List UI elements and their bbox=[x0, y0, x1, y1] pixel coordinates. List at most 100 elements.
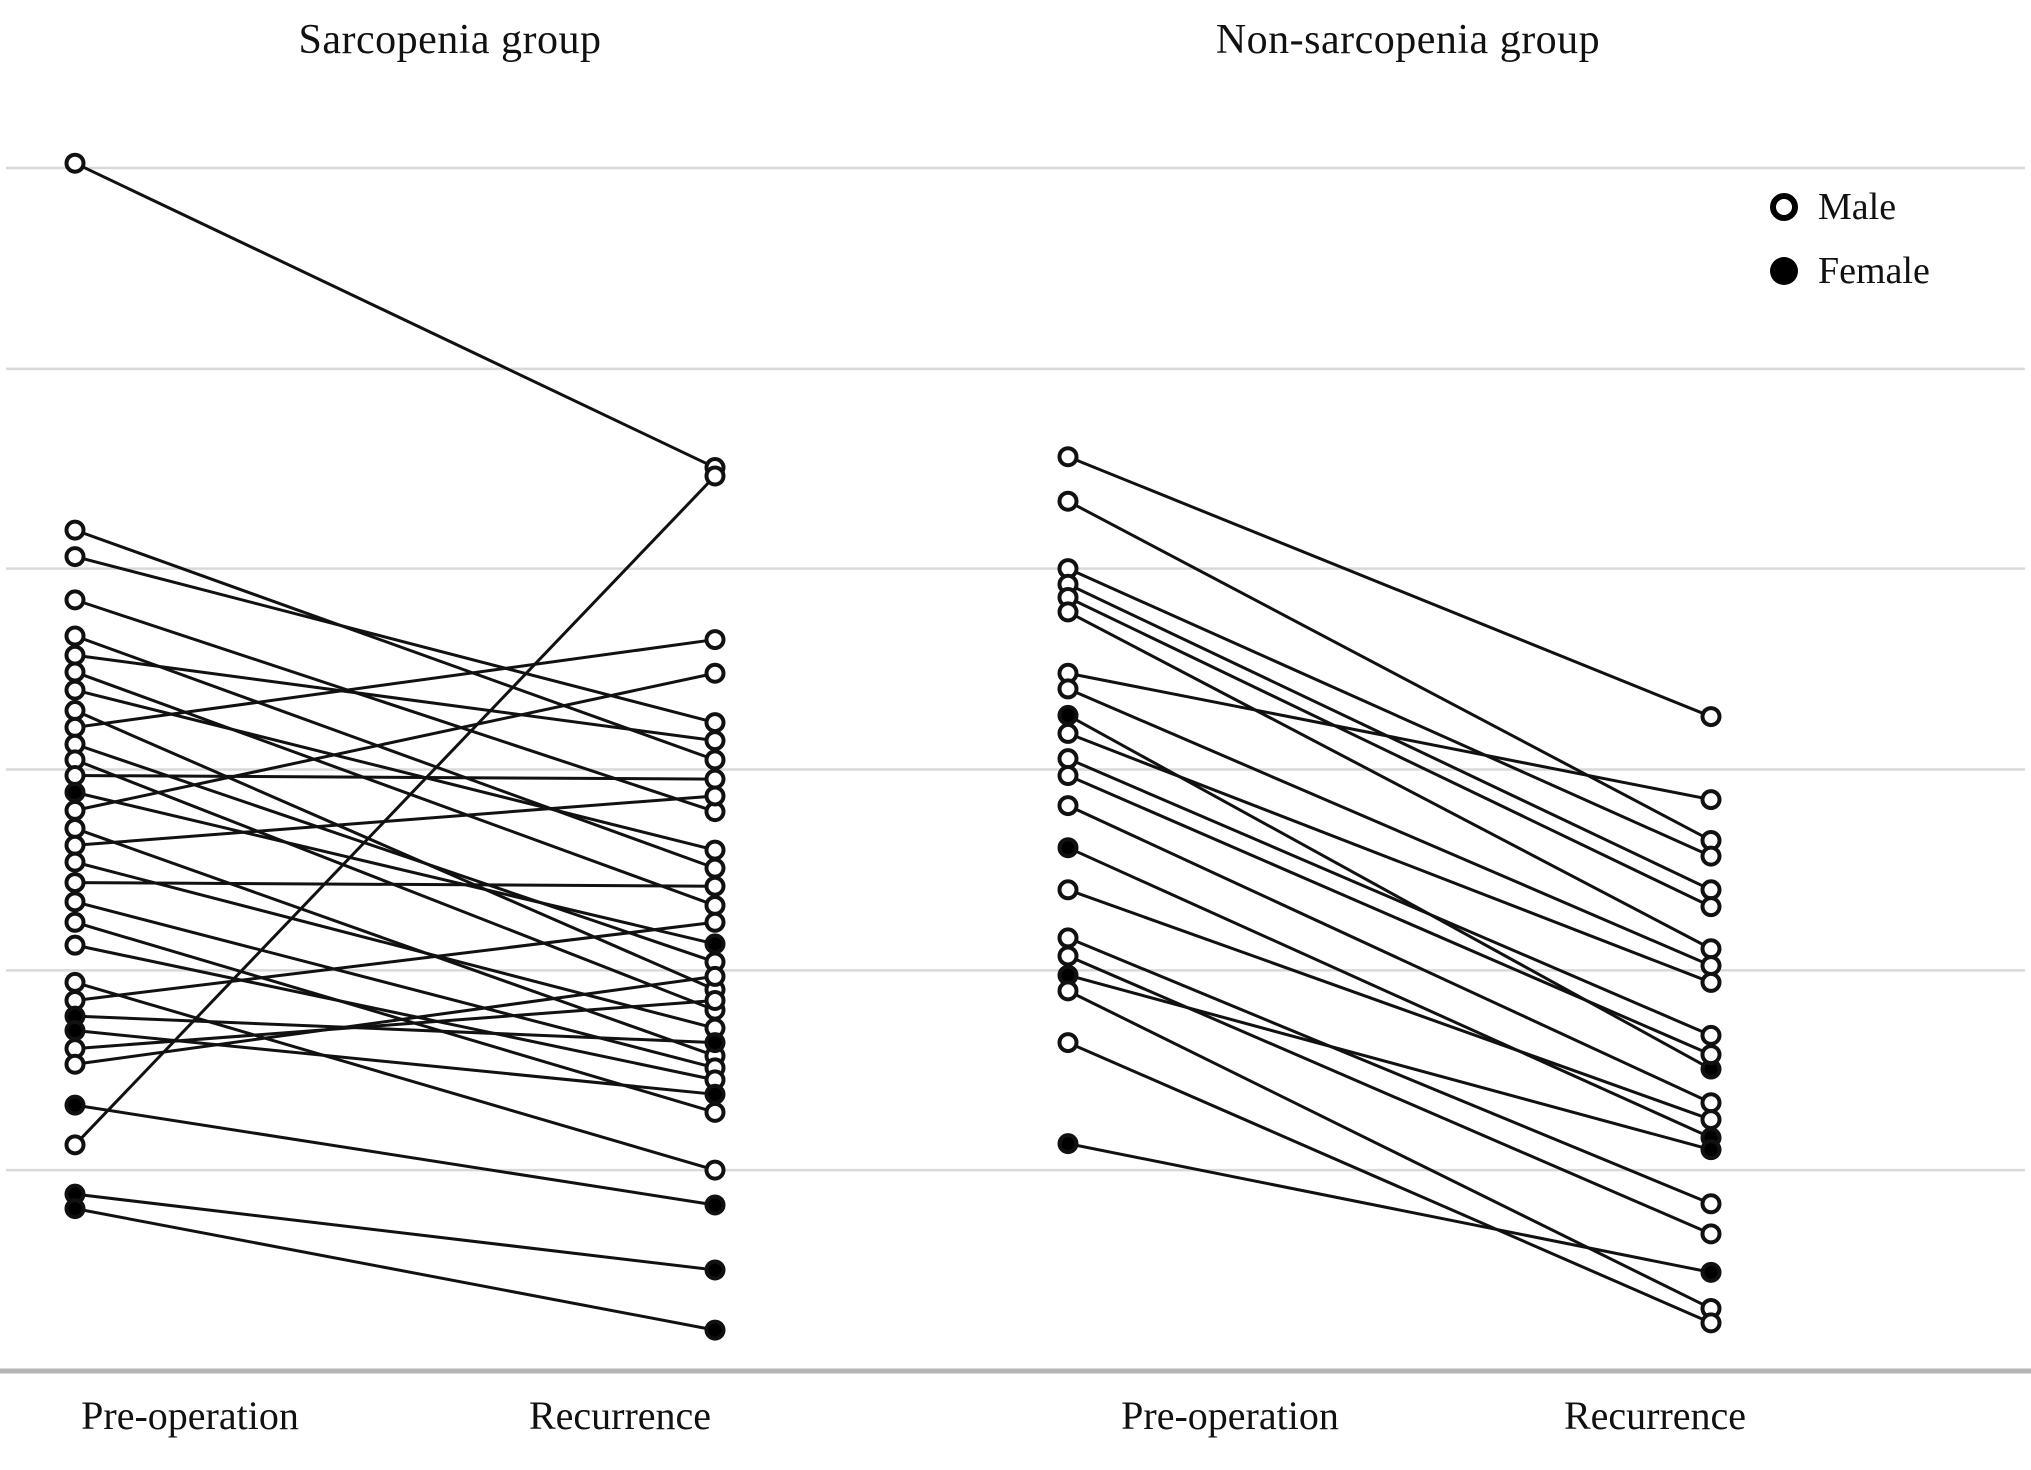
female-point bbox=[64, 1198, 86, 1220]
male-point bbox=[704, 839, 726, 861]
male-point bbox=[64, 589, 86, 611]
legend-row-female: Female bbox=[1770, 252, 1930, 290]
male-point bbox=[704, 989, 726, 1011]
male-point bbox=[64, 891, 86, 913]
female-point bbox=[1057, 1133, 1079, 1155]
male-point bbox=[1700, 706, 1722, 728]
subject-line bbox=[1067, 774, 1712, 1056]
subject-line bbox=[74, 638, 716, 729]
legend-female-label: Female bbox=[1818, 250, 1930, 292]
subject-line bbox=[1067, 989, 1712, 1310]
x-label-left-recurrence: Recurrence bbox=[528, 1393, 712, 1438]
subject-line bbox=[1067, 596, 1712, 908]
male-point bbox=[1700, 879, 1722, 901]
male-point bbox=[1057, 1032, 1079, 1054]
male-point bbox=[1057, 601, 1079, 623]
male-point bbox=[704, 1159, 726, 1181]
male-point bbox=[704, 712, 726, 734]
male-point bbox=[64, 799, 86, 821]
female-point bbox=[64, 1094, 86, 1116]
subject-line bbox=[74, 1192, 716, 1272]
male-point bbox=[1700, 1044, 1722, 1066]
male-point bbox=[64, 679, 86, 701]
subject-line bbox=[1067, 671, 1712, 802]
subject-line bbox=[74, 634, 716, 870]
subject-line bbox=[74, 742, 716, 964]
female-point bbox=[64, 781, 86, 803]
male-point bbox=[1700, 938, 1722, 960]
male-point bbox=[704, 785, 726, 807]
subject-line bbox=[74, 920, 716, 1002]
male-point bbox=[704, 662, 726, 684]
male-point bbox=[1057, 446, 1079, 468]
subject-line bbox=[74, 598, 716, 814]
male-marker-icon bbox=[1770, 193, 1798, 221]
male-point bbox=[1700, 1024, 1722, 1046]
male-point bbox=[64, 834, 86, 856]
male-point bbox=[1700, 1109, 1722, 1131]
subject-line bbox=[73, 474, 717, 1146]
x-label-left-preoperation: Pre-operation bbox=[81, 1393, 299, 1438]
female-point bbox=[704, 1032, 726, 1054]
male-point bbox=[64, 872, 86, 894]
male-point bbox=[1057, 722, 1079, 744]
male-point bbox=[64, 971, 86, 993]
male-point bbox=[64, 716, 86, 738]
subject-line bbox=[1067, 936, 1712, 1206]
subject-line bbox=[74, 900, 716, 1070]
subject-line bbox=[1067, 846, 1712, 1139]
subject-line bbox=[74, 1207, 716, 1332]
male-point bbox=[1057, 795, 1079, 817]
male-point bbox=[1057, 945, 1079, 967]
subject-line bbox=[1067, 1142, 1712, 1274]
female-point bbox=[704, 1259, 726, 1281]
male-point bbox=[64, 546, 86, 568]
subject-line bbox=[1067, 804, 1712, 1105]
subject-line bbox=[74, 671, 716, 812]
subject-line bbox=[1067, 954, 1712, 1236]
subject-line bbox=[74, 528, 716, 762]
male-point bbox=[1057, 490, 1079, 512]
legend: Male Female bbox=[1770, 188, 1930, 290]
male-point bbox=[64, 911, 86, 933]
subject-line bbox=[74, 653, 716, 743]
subject-line bbox=[74, 161, 716, 469]
male-point bbox=[64, 519, 86, 541]
subject-line bbox=[74, 920, 716, 1114]
female-point bbox=[1057, 837, 1079, 859]
male-point bbox=[704, 730, 726, 752]
subject-line bbox=[1067, 567, 1712, 858]
subject-line bbox=[74, 980, 716, 1172]
subject-line bbox=[74, 670, 716, 907]
male-point bbox=[1700, 1223, 1722, 1245]
female-marker-icon bbox=[1770, 257, 1798, 285]
male-point bbox=[64, 765, 86, 787]
female-point bbox=[1700, 1139, 1722, 1161]
x-label-right-recurrence: Recurrence bbox=[1563, 1393, 1747, 1438]
x-label-right-preoperation: Pre-operation bbox=[1121, 1393, 1339, 1438]
subject-line bbox=[1067, 732, 1712, 984]
subject-line bbox=[74, 827, 716, 1058]
male-point bbox=[1700, 896, 1722, 918]
right-panel-title: Non-sarcopenia group bbox=[1215, 17, 1601, 63]
male-point bbox=[64, 851, 86, 873]
subject-line bbox=[74, 1014, 716, 1045]
male-point bbox=[704, 911, 726, 933]
left-panel-title: Sarcopenia group bbox=[298, 17, 602, 63]
male-point bbox=[64, 152, 86, 174]
female-point bbox=[64, 1020, 86, 1042]
male-point bbox=[1057, 678, 1079, 700]
subject-line bbox=[1067, 455, 1712, 718]
subject-line bbox=[74, 774, 716, 781]
male-point bbox=[704, 875, 726, 897]
male-point bbox=[1057, 927, 1079, 949]
male-point bbox=[704, 857, 726, 879]
male-point bbox=[64, 700, 86, 722]
male-point bbox=[64, 644, 86, 666]
subject-line bbox=[1067, 1041, 1712, 1325]
male-point bbox=[1700, 971, 1722, 993]
subject-line bbox=[1067, 973, 1712, 1152]
subject-line bbox=[1067, 499, 1712, 842]
